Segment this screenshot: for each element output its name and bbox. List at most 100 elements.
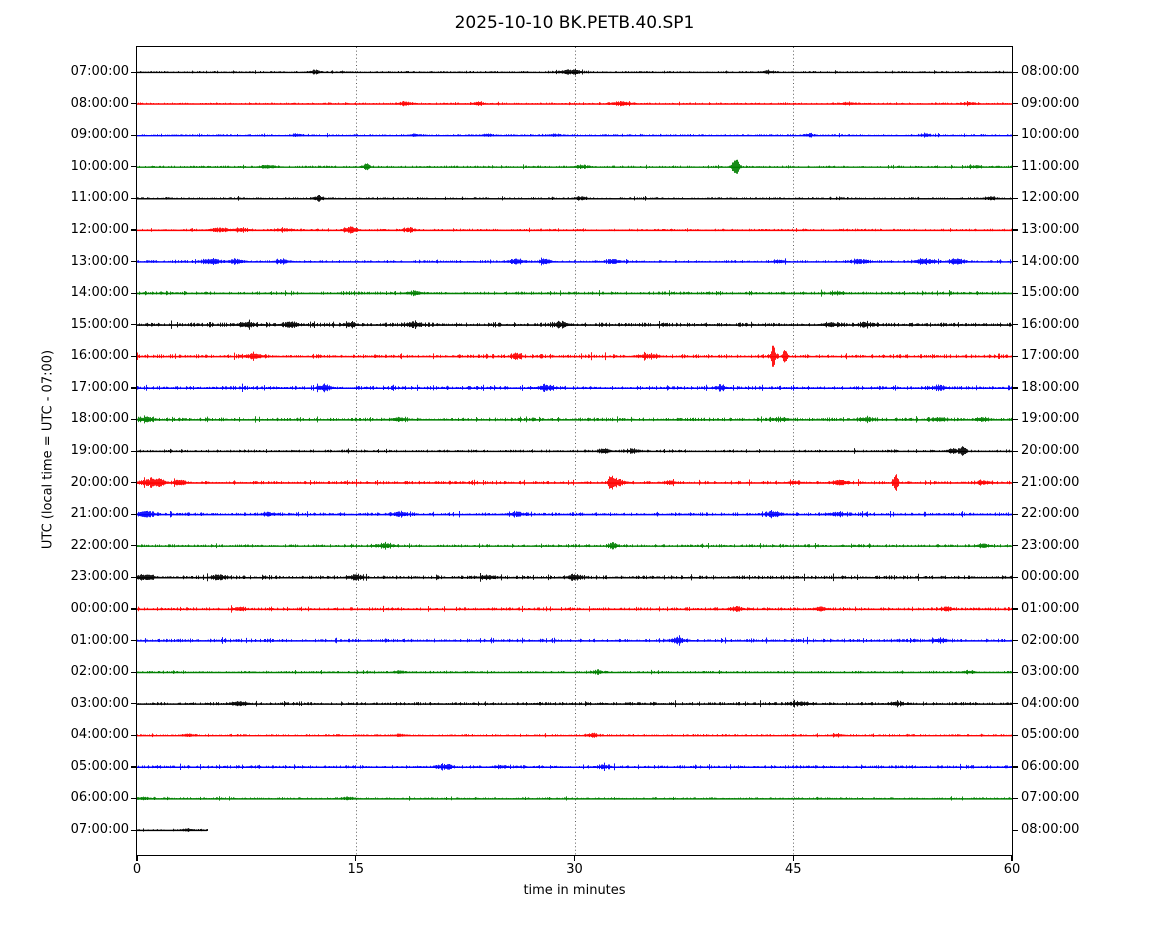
row-time-label-left: 03:00:00 [70, 695, 129, 711]
y-axis-tick-left [131, 418, 137, 421]
row-time-label-right: 11:00:00 [1021, 158, 1080, 174]
y-axis-tick-left [131, 829, 137, 831]
y-axis-tick-right [1012, 134, 1018, 136]
row-time-label-left: 07:00:00 [70, 64, 129, 79]
row-time-label-right: 00:00:00 [1021, 569, 1080, 585]
y-axis-tick-left [131, 71, 137, 73]
y-axis-tick-left [131, 640, 137, 642]
y-axis-tick-left [131, 797, 137, 800]
y-axis-tick-left [131, 576, 137, 579]
x-axis-tick [573, 855, 576, 861]
y-axis-tick-right [1012, 671, 1018, 673]
x-axis-label: time in minutes [523, 883, 626, 898]
row-time-label-right: 04:00:00 [1021, 695, 1080, 711]
y-axis-tick-right [1012, 766, 1018, 768]
row-time-label-right: 19:00:00 [1021, 411, 1080, 427]
row-time-label-right: 16:00:00 [1021, 316, 1080, 332]
row-time-label-right: 14:00:00 [1021, 253, 1080, 269]
y-axis-tick-left [131, 229, 137, 231]
y-axis-tick-right [1012, 513, 1018, 515]
row-time-label-left: 22:00:00 [70, 537, 129, 553]
row-time-label-left: 20:00:00 [70, 474, 129, 490]
y-axis-tick-left [131, 671, 137, 673]
row-time-label-right: 13:00:00 [1021, 221, 1080, 237]
y-axis-tick-left [131, 355, 137, 357]
row-time-label-left: 07:00:00 [70, 822, 129, 837]
y-axis-tick-left [131, 513, 137, 515]
y-axis-tick-right [1012, 71, 1018, 73]
y-axis-tick-left [131, 103, 137, 105]
row-time-label-left: 01:00:00 [70, 632, 129, 648]
y-axis-tick-right [1012, 103, 1018, 105]
y-axis-tick-left [131, 324, 137, 326]
y-axis-tick-right [1012, 355, 1018, 357]
row-time-label-left: 12:00:00 [70, 221, 129, 237]
y-axis-tick-right [1012, 261, 1018, 263]
y-axis-tick-left [131, 482, 137, 484]
x-axis-tick [136, 855, 138, 861]
row-time-label-right: 17:00:00 [1021, 348, 1080, 364]
row-time-label-left: 18:00:00 [70, 411, 129, 427]
x-tick-label-0: 0 [132, 862, 142, 877]
x-tick-label-60: 60 [1003, 862, 1021, 877]
row-time-label-right: 12:00:00 [1021, 190, 1080, 206]
y-axis-tick-right [1012, 387, 1018, 389]
row-time-label-left: 14:00:00 [70, 285, 129, 301]
y-axis-tick-left [131, 166, 137, 168]
row-time-label-left: 15:00:00 [70, 316, 129, 332]
y-axis-tick-right [1012, 166, 1018, 168]
row-time-label-right: 03:00:00 [1021, 664, 1080, 680]
row-time-label-left: 02:00:00 [70, 664, 129, 680]
y-axis-tick-right [1012, 418, 1018, 421]
row-time-label-right: 20:00:00 [1021, 443, 1080, 458]
row-time-label-right: 23:00:00 [1021, 537, 1080, 553]
y-axis-tick-right [1012, 482, 1018, 484]
row-time-label-right: 05:00:00 [1021, 727, 1080, 743]
waveform-canvas [137, 47, 1012, 855]
y-axis-tick-right [1012, 292, 1018, 294]
y-axis-tick-right [1012, 229, 1018, 231]
row-time-label-left: 16:00:00 [70, 348, 129, 364]
x-tick-label-30: 30 [566, 862, 583, 877]
y-axis-tick-left [131, 703, 137, 705]
row-time-label-right: 15:00:00 [1021, 285, 1080, 301]
row-time-label-left: 04:00:00 [70, 727, 129, 743]
y-axis-tick-left [131, 734, 137, 736]
row-time-label-right: 09:00:00 [1021, 95, 1080, 111]
row-time-label-right: 02:00:00 [1021, 632, 1080, 648]
row-time-label-left: 05:00:00 [70, 758, 129, 774]
row-time-label-left: 08:00:00 [70, 95, 129, 111]
y-axis-tick-left [131, 608, 137, 610]
y-axis-tick-right [1012, 829, 1018, 831]
x-tick-label-45: 45 [785, 862, 802, 877]
y-axis-tick-right [1012, 576, 1018, 579]
x-axis-tick [355, 855, 357, 861]
y-axis-tick-right [1012, 608, 1018, 610]
row-time-label-right: 06:00:00 [1021, 758, 1080, 774]
row-time-label-left: 11:00:00 [70, 190, 129, 206]
row-time-label-right: 08:00:00 [1021, 822, 1080, 837]
figure-title: 2025-10-10 BK.PETB.40.SP1 [454, 13, 695, 33]
y-axis-tick-right [1012, 797, 1018, 800]
y-axis-tick-right [1012, 734, 1018, 736]
y-axis-tick-right [1012, 640, 1018, 642]
row-time-label-left: 19:00:00 [70, 443, 129, 458]
y-axis-tick-right [1012, 450, 1018, 452]
y-axis-tick-right [1012, 545, 1018, 547]
y-axis-tick-right [1012, 324, 1018, 326]
y-axis-tick-right [1012, 197, 1018, 200]
row-time-label-right: 08:00:00 [1021, 64, 1080, 79]
y-axis-tick-left [131, 766, 137, 768]
row-time-label-left: 23:00:00 [70, 569, 129, 585]
y-axis-tick-left [131, 197, 137, 200]
y-axis-tick-left [131, 134, 137, 136]
y-axis-tick-left [131, 292, 137, 294]
row-time-label-right: 10:00:00 [1021, 127, 1080, 143]
x-axis-tick [792, 855, 794, 861]
y-axis-tick-left [131, 387, 137, 389]
x-tick-label-15: 15 [347, 862, 365, 877]
x-axis-tick [1011, 855, 1013, 861]
row-time-label-left: 10:00:00 [70, 158, 129, 174]
row-time-label-right: 18:00:00 [1021, 379, 1080, 395]
